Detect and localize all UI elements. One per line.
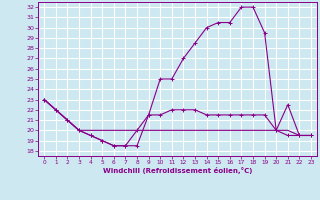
X-axis label: Windchill (Refroidissement éolien,°C): Windchill (Refroidissement éolien,°C)	[103, 167, 252, 174]
